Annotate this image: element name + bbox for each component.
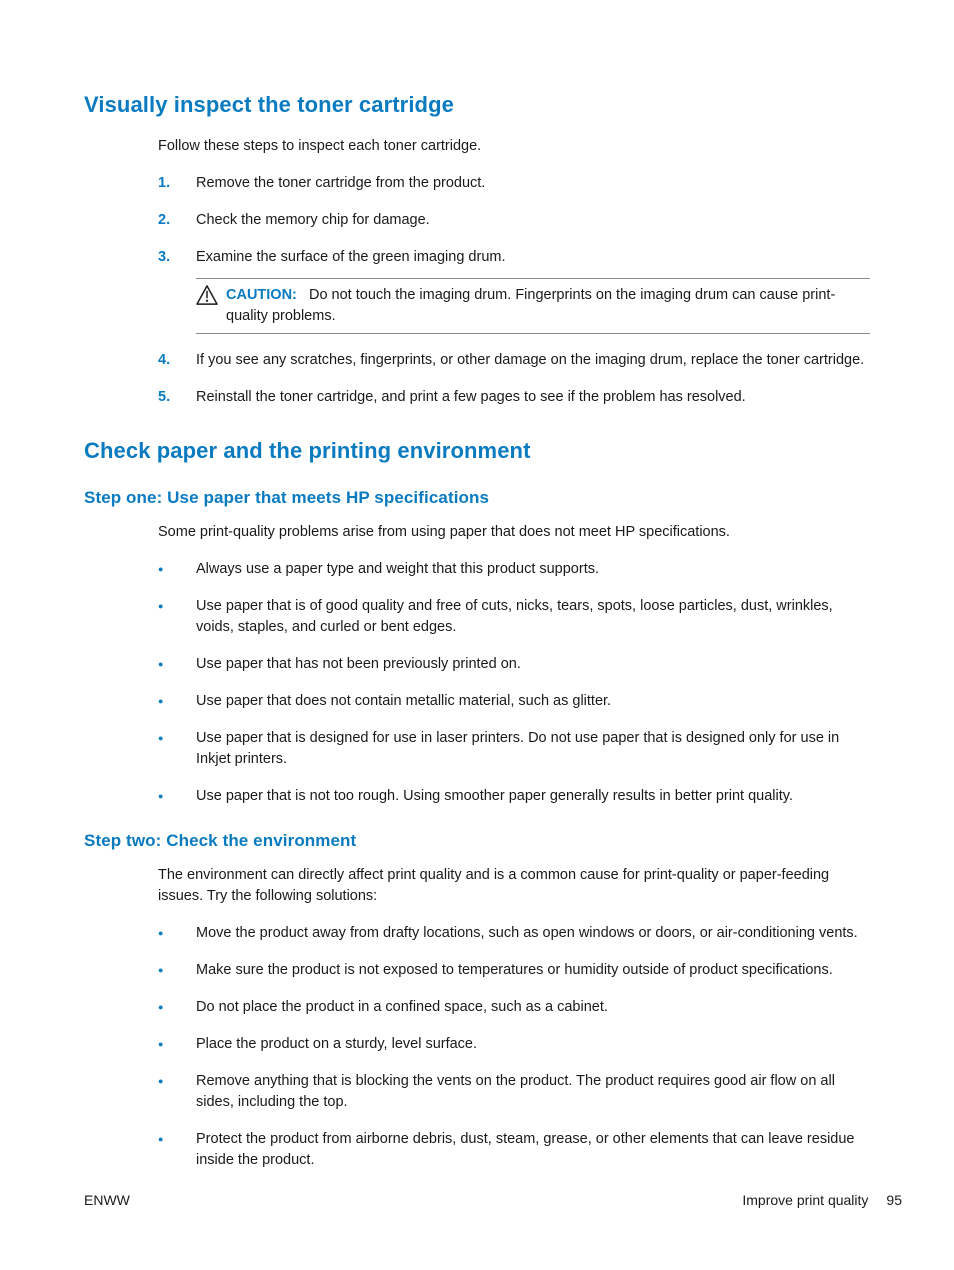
step-number: 4. — [158, 350, 170, 371]
footer-section-title: Improve print quality — [742, 1192, 868, 1208]
list-item: Make sure the product is not exposed to … — [158, 960, 870, 981]
list-item: Move the product away from drafty locati… — [158, 923, 870, 944]
intro-step-two: The environment can directly affect prin… — [158, 865, 870, 907]
step-text: Remove the toner cartridge from the prod… — [196, 175, 485, 191]
step-number: 3. — [158, 247, 170, 268]
intro-step-one: Some print-quality problems arise from u… — [158, 522, 870, 543]
step-2: 2. Check the memory chip for damage. — [158, 210, 870, 231]
list-item: Remove anything that is blocking the ven… — [158, 1071, 870, 1113]
subheading-step-two: Step two: Check the environment — [84, 831, 870, 851]
step-4: 4. If you see any scratches, fingerprint… — [158, 350, 870, 371]
step-3: 3. Examine the surface of the green imag… — [158, 247, 870, 334]
step-number: 5. — [158, 387, 170, 408]
bullet-list-environment: Move the product away from drafty locati… — [158, 923, 870, 1171]
subheading-step-one: Step one: Use paper that meets HP specif… — [84, 488, 870, 508]
document-page: Visually inspect the toner cartridge Fol… — [0, 0, 954, 1270]
page-footer: ENWW Improve print quality 95 — [84, 1192, 902, 1208]
list-item: Protect the product from airborne debris… — [158, 1129, 870, 1171]
step-number: 1. — [158, 173, 170, 194]
list-item: Always use a paper type and weight that … — [158, 559, 870, 580]
step-text: Check the memory chip for damage. — [196, 212, 430, 228]
footer-page-number: 95 — [886, 1192, 902, 1208]
list-item: Use paper that is of good quality and fr… — [158, 596, 870, 638]
step-1: 1. Remove the toner cartridge from the p… — [158, 173, 870, 194]
bullet-list-paper: Always use a paper type and weight that … — [158, 559, 870, 807]
list-item: Do not place the product in a confined s… — [158, 997, 870, 1018]
intro-visually-inspect: Follow these steps to inspect each toner… — [158, 136, 870, 157]
caution-box: CAUTION: Do not touch the imaging drum. … — [196, 278, 870, 334]
list-item: Use paper that has not been previously p… — [158, 654, 870, 675]
step-text: Examine the surface of the green imaging… — [196, 249, 506, 265]
caution-icon — [196, 285, 218, 305]
ordered-list-inspect: 1. Remove the toner cartridge from the p… — [158, 173, 870, 408]
caution-text: Do not touch the imaging drum. Fingerpri… — [226, 287, 835, 324]
step-text: If you see any scratches, fingerprints, … — [196, 352, 864, 368]
list-item: Use paper that is not too rough. Using s… — [158, 786, 870, 807]
list-item: Use paper that does not contain metallic… — [158, 691, 870, 712]
step-5: 5. Reinstall the toner cartridge, and pr… — [158, 387, 870, 408]
footer-left: ENWW — [84, 1192, 130, 1208]
caution-label: CAUTION: — [226, 287, 297, 303]
list-item: Use paper that is designed for use in la… — [158, 728, 870, 770]
step-number: 2. — [158, 210, 170, 231]
heading-visually-inspect: Visually inspect the toner cartridge — [84, 92, 870, 118]
list-item: Place the product on a sturdy, level sur… — [158, 1034, 870, 1055]
step-text: Reinstall the toner cartridge, and print… — [196, 389, 746, 405]
heading-check-paper-env: Check paper and the printing environment — [84, 438, 870, 464]
